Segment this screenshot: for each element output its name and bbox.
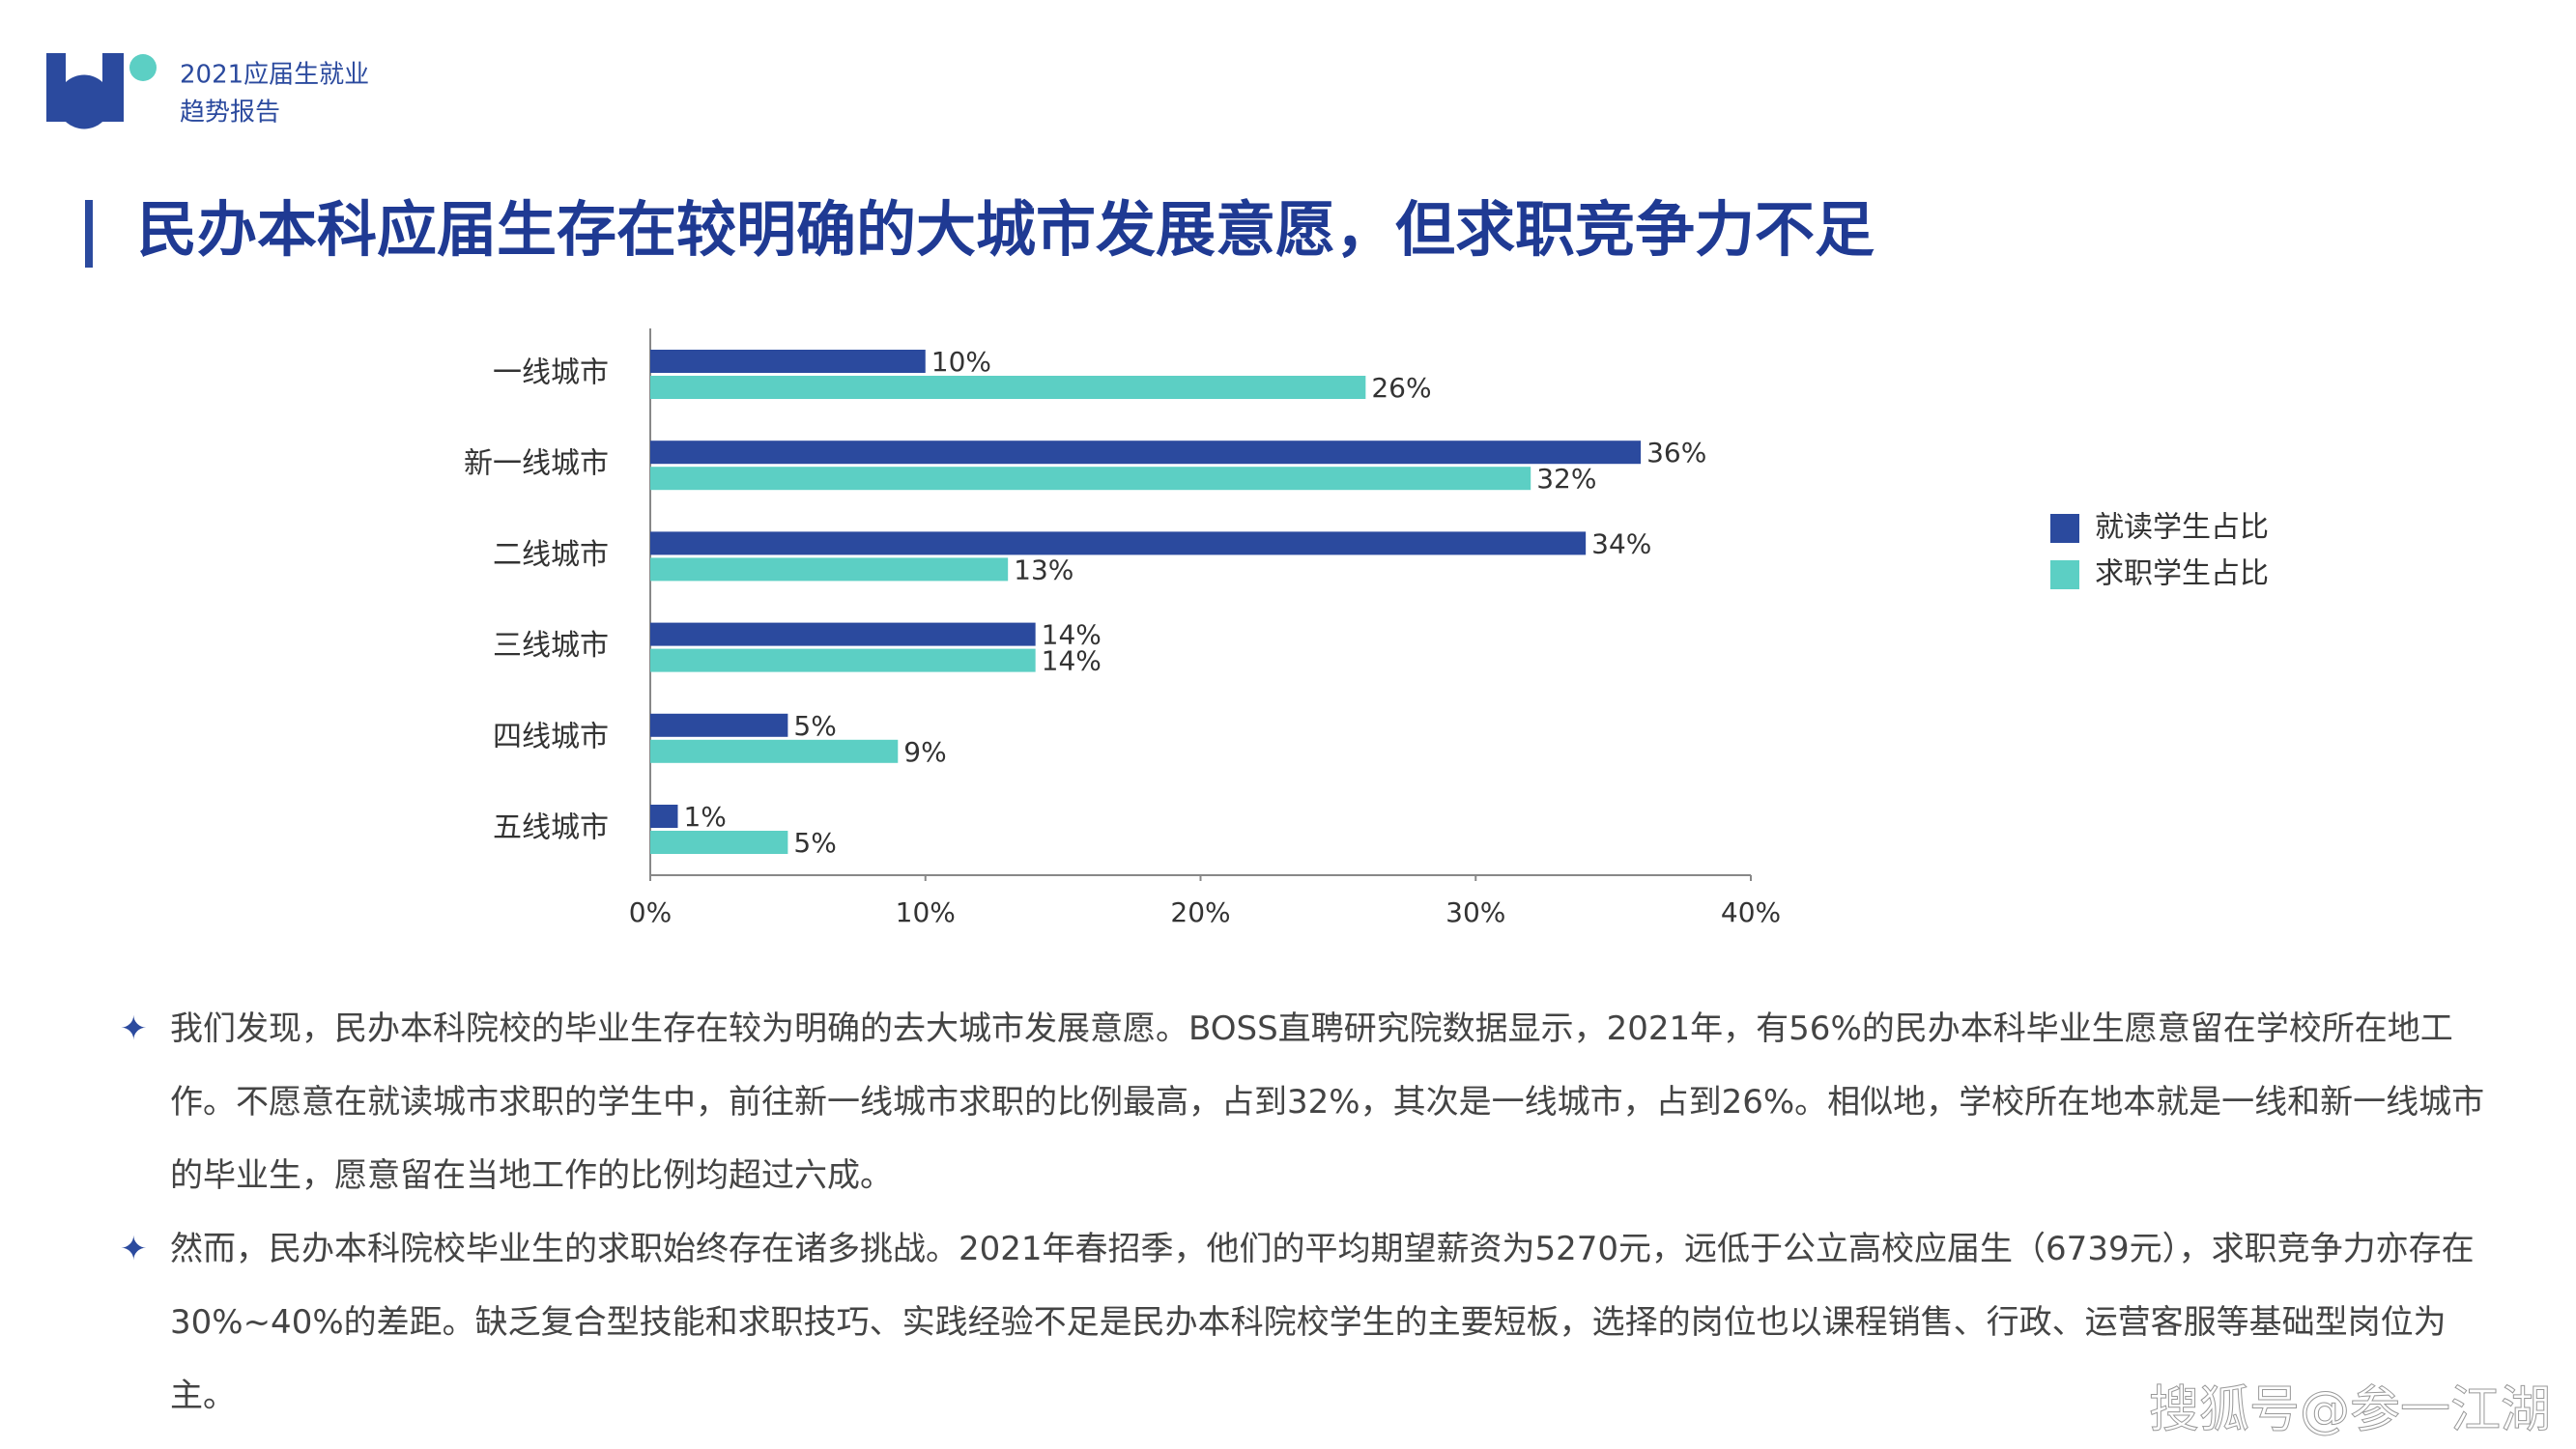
bar: [650, 648, 1036, 672]
value-label: 26%: [1371, 372, 1431, 404]
value-label: 5%: [793, 710, 836, 742]
category-label: 四线城市: [493, 720, 609, 753]
bullet: ✦: [120, 1009, 148, 1048]
value-label: 5%: [793, 827, 836, 859]
paragraph-text: 我们发现，民办本科院校的毕业生存在较为明确的去大城市发展意愿。BOSS直聘研究院…: [170, 1009, 2485, 1195]
value-label: 34%: [1591, 527, 1651, 559]
value-label: 1%: [683, 801, 726, 833]
value-label: 9%: [903, 736, 946, 768]
bar: [650, 376, 1366, 399]
category-label: 新一线城市: [464, 447, 609, 481]
bar: [650, 467, 1531, 491]
x-tick-label: 10%: [896, 896, 956, 928]
value-label: 14%: [1042, 619, 1102, 651]
logo-curve: [66, 74, 112, 129]
title-accent: [85, 200, 93, 268]
bar: [650, 805, 678, 828]
bar: [650, 440, 1642, 465]
legend-swatch: [2050, 560, 2079, 589]
paragraph: ✦ 然而，民办本科院校毕业生的求职始终存在诸多挑战。2021年春招季，他们的平均期…: [120, 1212, 2506, 1433]
category-label: 三线城市: [493, 629, 609, 663]
bar: [650, 713, 788, 737]
value-label: 36%: [1646, 437, 1706, 469]
value-label: 32%: [1536, 463, 1596, 495]
watermark: 搜狐号@参一江湖: [2149, 1381, 2551, 1439]
category-label: 五线城市: [493, 811, 609, 845]
bar: [650, 531, 1587, 555]
bullet: ✦: [120, 1230, 148, 1268]
value-label: 10%: [931, 346, 991, 378]
legend-swatch: [2050, 514, 2079, 543]
bar: [650, 350, 926, 373]
value-label: 14%: [1042, 645, 1102, 677]
x-tick-label: 20%: [1170, 896, 1230, 928]
slide-title: 民办本科应届生存在较明确的大城市发展意愿，但求职竞争力不足: [137, 194, 1875, 265]
x-tick-label: 30%: [1445, 896, 1505, 928]
bar: [650, 831, 788, 854]
legend-label: 求职学生占比: [2095, 557, 2269, 591]
bar: [650, 622, 1036, 646]
header-line: 2021应届生就业: [180, 61, 369, 90]
category-label: 一线城市: [493, 356, 609, 390]
logo-dot: [129, 54, 157, 81]
legend-label: 就读学生占比: [2095, 511, 2269, 545]
logo-bar: [102, 53, 124, 122]
x-tick-label: 0%: [629, 896, 672, 928]
value-label: 13%: [1014, 554, 1073, 585]
bar: [650, 739, 899, 763]
header-line: 趋势报告: [180, 99, 280, 128]
category-label: 二线城市: [493, 538, 609, 572]
logo-bar: [46, 53, 66, 122]
bar: [650, 557, 1009, 582]
x-tick-label: 40%: [1721, 896, 1781, 928]
paragraph-text: 然而，民办本科院校毕业生的求职始终存在诸多挑战。2021年春招季，他们的平均期望…: [170, 1230, 2475, 1415]
paragraph: ✦ 我们发现，民办本科院校的毕业生存在较为明确的去大城市发展意愿。BOSS直聘研究…: [120, 992, 2506, 1212]
